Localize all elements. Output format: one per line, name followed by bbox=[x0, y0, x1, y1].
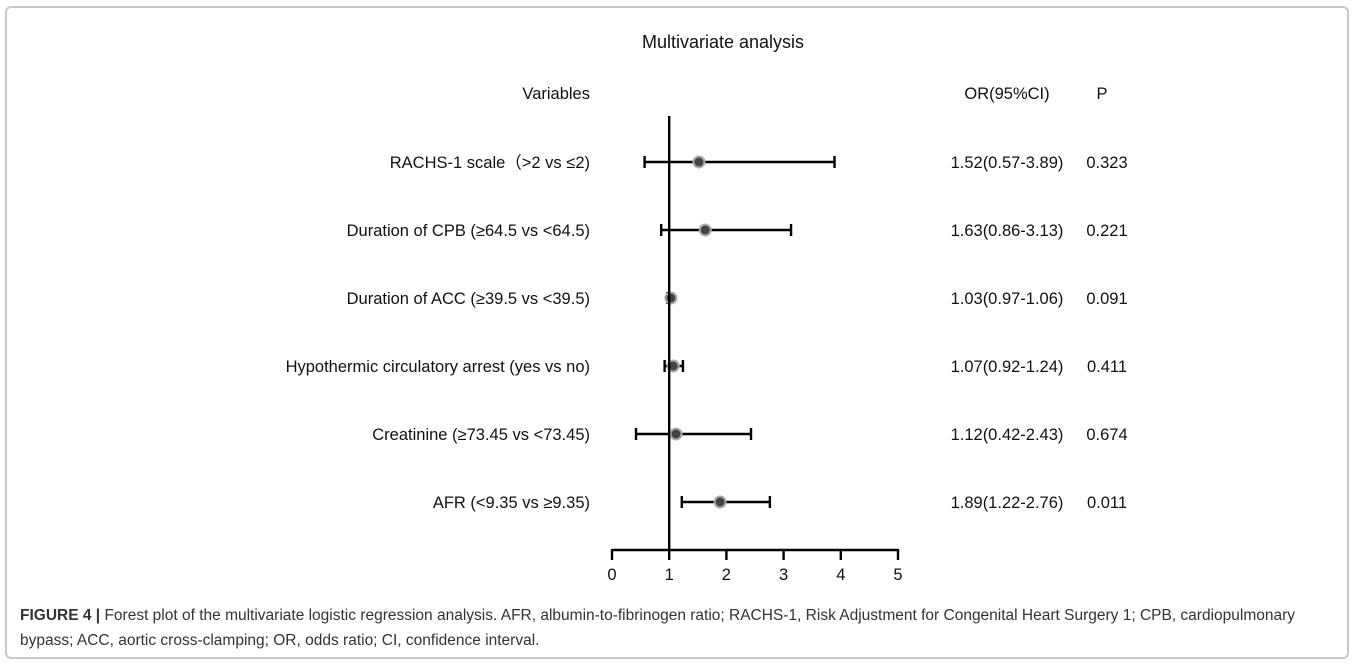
forest-row: Duration of CPB (≥64.5 vs <64.5) 1.63(0.8… bbox=[347, 222, 1128, 240]
row-label: Hypothermic circulatory arrest (yes vs n… bbox=[286, 358, 590, 376]
p-value: 0.411 bbox=[1087, 358, 1127, 376]
or-point bbox=[666, 359, 680, 373]
forest-row: Creatinine (≥73.45 vs <73.45) 1.12(0.42-2… bbox=[372, 426, 1127, 444]
or-ci-value: 1.89(1.22-2.76) bbox=[951, 494, 1064, 512]
or-point bbox=[713, 495, 727, 509]
x-tick-label: 1 bbox=[665, 566, 674, 584]
p-value: 0.221 bbox=[1086, 222, 1127, 240]
or-ci-value: 1.07(0.92-1.24) bbox=[951, 358, 1064, 376]
row-label: RACHS-1 scale（>2 vs ≤2) bbox=[390, 153, 590, 172]
row-label: AFR (<9.35 vs ≥9.35) bbox=[433, 494, 590, 512]
forest-row: Duration of ACC (≥39.5 vs <39.5) 1.03(0.9… bbox=[347, 290, 1128, 308]
or-header: OR(95%CI) bbox=[964, 85, 1049, 103]
row-label: Duration of ACC (≥39.5 vs <39.5) bbox=[347, 290, 590, 308]
p-header: P bbox=[1096, 85, 1107, 103]
p-value: 0.011 bbox=[1087, 494, 1127, 512]
variables-header: Variables bbox=[522, 85, 590, 103]
chart-title: Multivariate analysis bbox=[642, 32, 804, 52]
or-point bbox=[692, 155, 706, 169]
forest-row: RACHS-1 scale（>2 vs ≤2) 1.52(0.57-3.89) 0.… bbox=[390, 153, 1128, 172]
or-ci-value: 1.63(0.86-3.13) bbox=[951, 222, 1064, 240]
or-ci-value: 1.03(0.97-1.06) bbox=[951, 290, 1064, 308]
or-point bbox=[698, 223, 712, 237]
x-tick-label: 2 bbox=[722, 566, 731, 584]
forest-plot: Multivariate analysis Variables OR(95%CI… bbox=[286, 32, 1128, 584]
p-value: 0.674 bbox=[1086, 426, 1127, 444]
forest-row: AFR (<9.35 vs ≥9.35) 1.89(1.22-2.76) 0.011 bbox=[433, 494, 1127, 512]
caption-lead: FIGURE 4 | bbox=[20, 607, 101, 624]
or-point bbox=[664, 291, 678, 305]
row-label: Creatinine (≥73.45 vs <73.45) bbox=[372, 426, 590, 444]
forest-row: Hypothermic circulatory arrest (yes vs n… bbox=[286, 358, 1127, 376]
or-ci-value: 1.52(0.57-3.89) bbox=[951, 154, 1064, 172]
x-tick-label: 4 bbox=[836, 566, 845, 584]
figure-caption: FIGURE 4 | Forest plot of the multivaria… bbox=[20, 603, 1340, 653]
x-tick-label: 5 bbox=[893, 566, 902, 584]
or-ci-value: 1.12(0.42-2.43) bbox=[951, 426, 1064, 444]
or-point bbox=[669, 427, 683, 441]
p-value: 0.091 bbox=[1086, 290, 1127, 308]
x-tick-label: 0 bbox=[607, 566, 616, 584]
x-tick-label: 3 bbox=[779, 566, 788, 584]
caption-text: Forest plot of the multivariate logistic… bbox=[20, 607, 1296, 649]
p-value: 0.323 bbox=[1086, 154, 1127, 172]
row-label: Duration of CPB (≥64.5 vs <64.5) bbox=[347, 222, 590, 240]
